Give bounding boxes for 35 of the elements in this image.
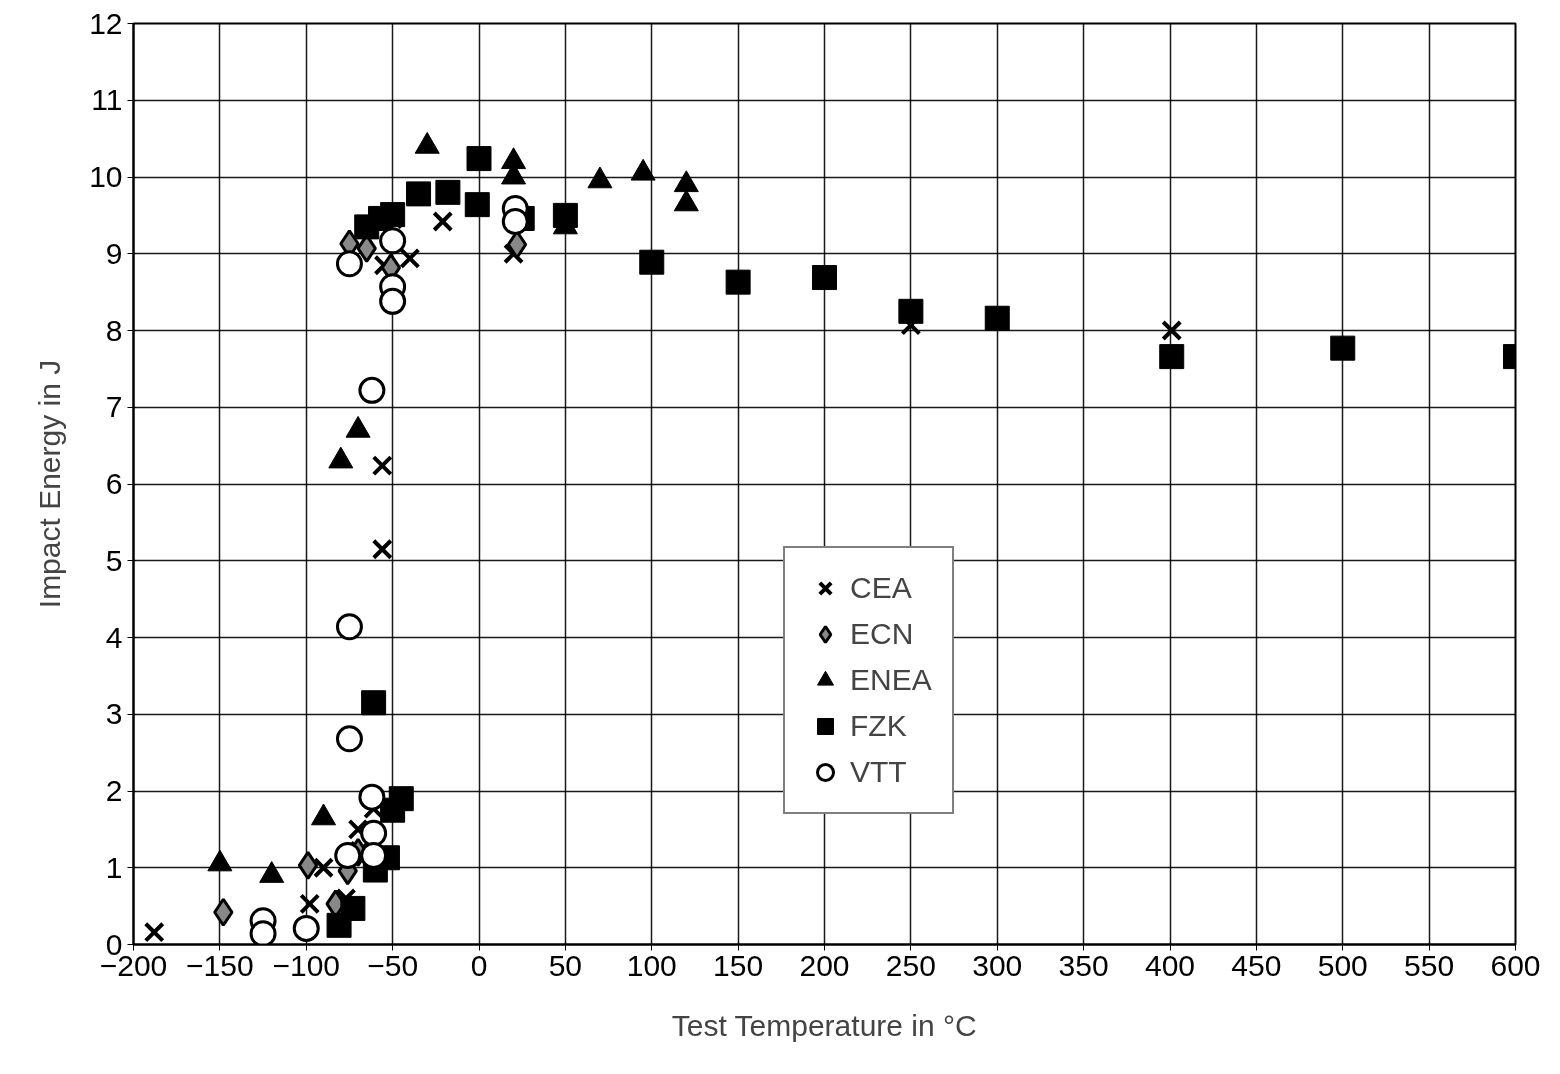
x-tick-label: −50 [367, 948, 419, 982]
y-tick-label: 3 [105, 697, 123, 731]
x-tick-label: 450 [1231, 948, 1282, 982]
y-tick-label: 12 [89, 6, 123, 40]
y-tick-label: 9 [105, 236, 123, 270]
y-tick-label: 10 [89, 160, 123, 193]
y-tick-label: 5 [105, 543, 123, 577]
x-tick-label: −100 [272, 948, 341, 982]
y-tick-label: 8 [105, 313, 123, 347]
x-tick-label: 200 [799, 948, 850, 982]
x-tick-label: 0 [470, 948, 488, 982]
y-tick-label: 7 [105, 390, 123, 424]
x-axis-title: Test Temperature in °C [671, 1008, 977, 1042]
y-tick-label: 4 [105, 620, 123, 654]
y-tick-label: 11 [91, 83, 123, 117]
x-tick-label: 150 [713, 948, 764, 982]
x-tick-label: 350 [1058, 948, 1109, 982]
legend-label: FZK [850, 709, 907, 743]
y-tick-label: 2 [105, 774, 123, 807]
legend-label: VTT [850, 755, 907, 789]
x-tick-label: 500 [1317, 948, 1368, 982]
y-tick-label: 1 [105, 850, 123, 884]
legend-label: ENEA [850, 663, 932, 697]
x-tick-label: 600 [1490, 948, 1541, 982]
x-tick-label: 250 [885, 948, 936, 982]
x-tick-label: 300 [972, 948, 1023, 982]
y-axis-title: Impact Energy in J [33, 359, 67, 609]
y-tick-label: 6 [105, 467, 123, 500]
legend-label: CEA [850, 571, 912, 605]
x-tick-label: 50 [548, 948, 583, 982]
x-tick-label: 100 [626, 948, 677, 982]
legend-label: ECN [850, 617, 914, 651]
x-tick-label: 400 [1144, 948, 1196, 982]
x-tick-label: 550 [1404, 948, 1455, 982]
x-tick-label: −150 [186, 948, 254, 982]
